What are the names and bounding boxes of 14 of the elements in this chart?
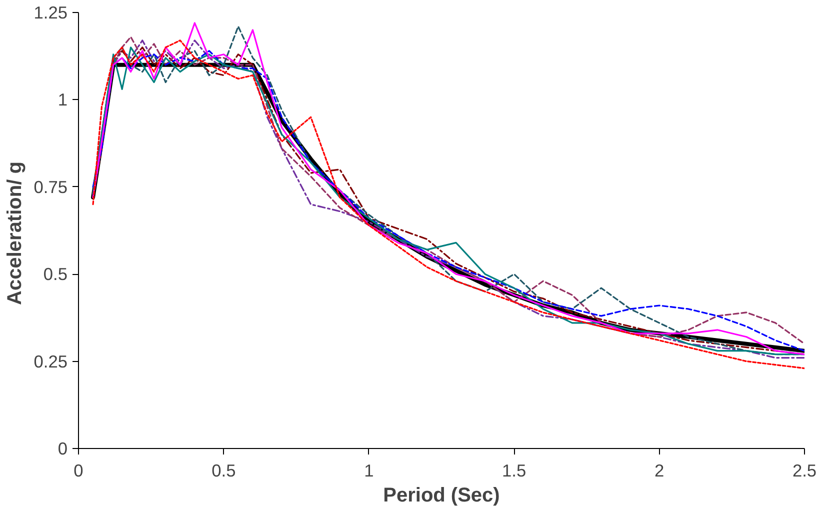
x-axis-title: Period (Sec) — [383, 484, 500, 506]
y-axis-title: Acceleration/ g — [4, 162, 26, 305]
x-tick-label: 1 — [364, 460, 374, 480]
y-tick-label: 1 — [58, 90, 68, 110]
y-tick-label: 0 — [58, 438, 68, 458]
y-tick-label: 1.25 — [34, 2, 68, 22]
y-tick-label: 0.5 — [43, 264, 68, 284]
x-tick-label: 0 — [74, 460, 84, 480]
x-tick-label: 2 — [654, 460, 664, 480]
y-tick-label: 0.25 — [34, 351, 68, 372]
x-tick-label: 0.5 — [212, 460, 236, 480]
x-tick-label: 1.5 — [502, 460, 526, 480]
x-tick-label: 2.5 — [792, 460, 817, 480]
y-tick-label: 0.75 — [34, 176, 68, 197]
